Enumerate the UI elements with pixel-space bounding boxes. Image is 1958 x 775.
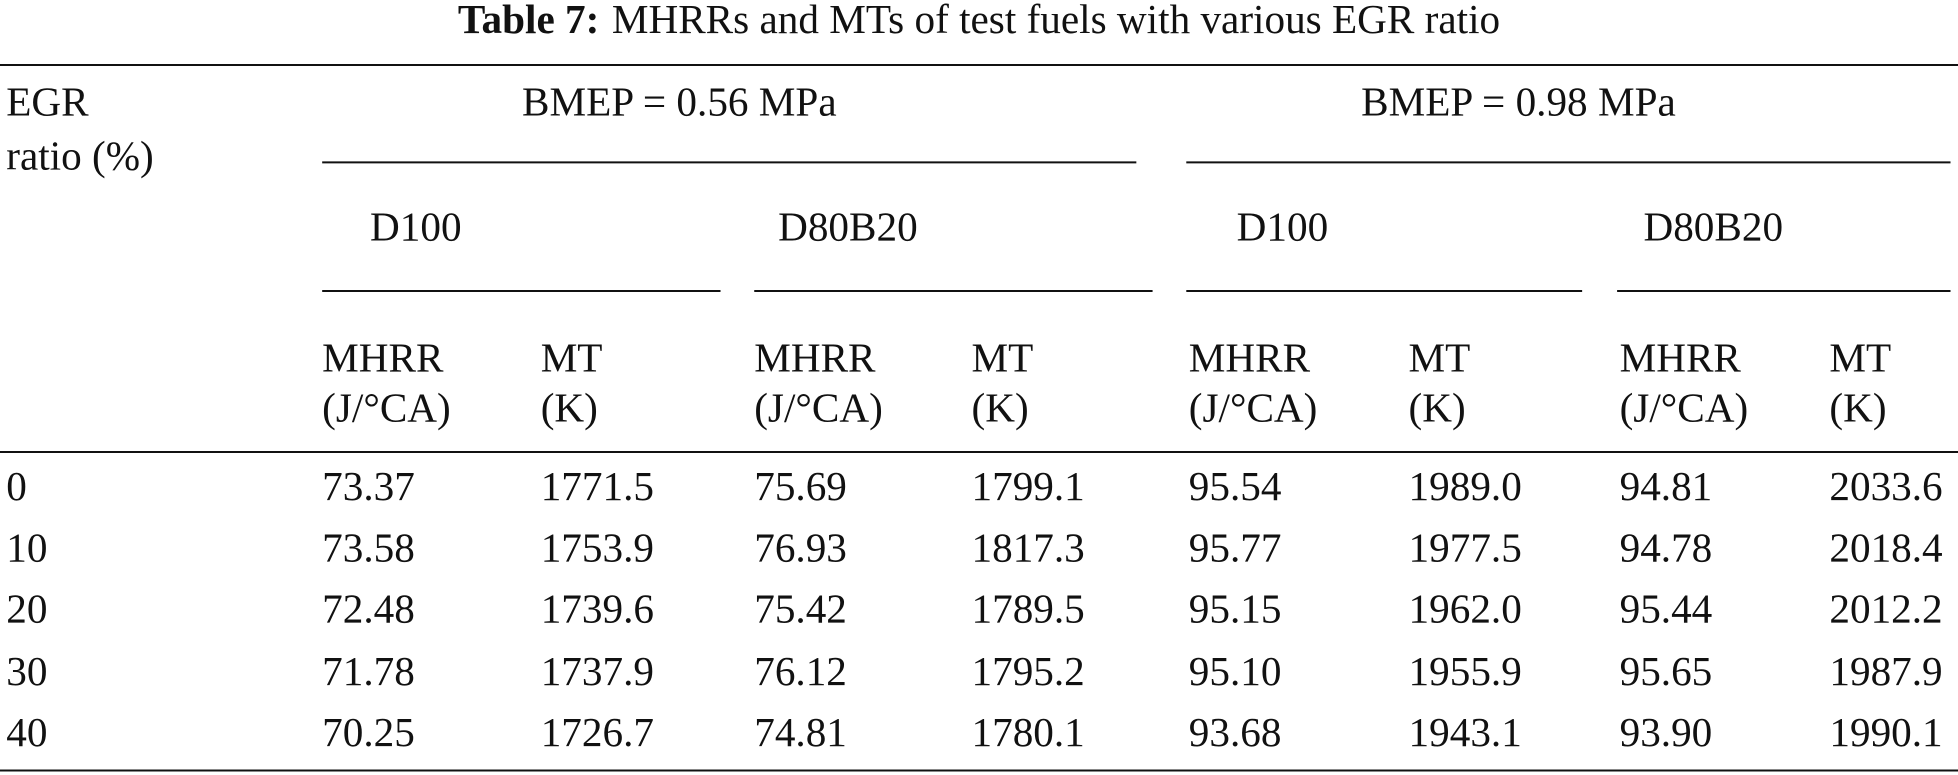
cell: 95.54 (1189, 463, 1282, 509)
cell: 1817.3 (972, 524, 1085, 570)
column-header: MHRR (754, 335, 876, 381)
cell: 71.78 (322, 648, 415, 694)
cell: 73.37 (322, 463, 415, 509)
cell: 1962.0 (1409, 586, 1522, 632)
cell: 94.78 (1620, 524, 1713, 570)
column-unit: (K) (541, 385, 598, 432)
corner-header: EGR (6, 79, 89, 125)
row-label: 20 (6, 586, 47, 632)
row-label: 30 (6, 648, 47, 694)
cell: 75.69 (754, 463, 847, 509)
column-header: MT (1829, 335, 1891, 381)
fuel-header: D80B20 (1643, 203, 1783, 249)
cell: 1795.2 (972, 648, 1085, 694)
cell: 95.15 (1189, 586, 1282, 632)
cell: 95.65 (1620, 648, 1713, 694)
column-header: MHRR (1620, 335, 1742, 381)
cell: 1753.9 (541, 524, 654, 570)
cell: 94.81 (1620, 463, 1713, 509)
caption-label: Table 7: (458, 0, 600, 42)
cell: 76.93 (754, 524, 847, 570)
column-unit: (J/°CA) (322, 385, 451, 432)
column-header: MT (541, 335, 603, 381)
row-label: 40 (6, 709, 47, 755)
cell: 93.90 (1620, 709, 1713, 755)
cell: 1977.5 (1409, 524, 1522, 570)
column-unit: (K) (1829, 385, 1886, 432)
cell: 95.77 (1189, 524, 1282, 570)
group-header: BMEP = 0.98 MPa (1361, 79, 1676, 125)
cell: 1726.7 (541, 709, 654, 755)
cell: 1955.9 (1409, 648, 1522, 694)
cell: 1780.1 (972, 709, 1085, 755)
cell: 1990.1 (1829, 709, 1942, 755)
cell: 1737.9 (541, 648, 654, 694)
caption-text: MHRRs and MTs of test fuels with various… (612, 0, 1500, 42)
cell: 2033.6 (1829, 463, 1942, 509)
group-header: BMEP = 0.56 MPa (522, 79, 837, 125)
cell: 1989.0 (1409, 463, 1522, 509)
row-label: 0 (6, 463, 27, 509)
cell: 95.44 (1620, 586, 1713, 632)
column-header: MHRR (1189, 335, 1311, 381)
cell: 76.12 (754, 648, 847, 694)
corner-header: ratio (%) (6, 132, 154, 179)
column-unit: (J/°CA) (1189, 385, 1318, 432)
cell: 1943.1 (1409, 709, 1522, 755)
column-unit: (J/°CA) (754, 385, 883, 432)
cell: 2018.4 (1829, 524, 1942, 570)
column-unit: (K) (1409, 385, 1466, 432)
cell: 2012.2 (1829, 586, 1942, 632)
cell: 1739.6 (541, 586, 654, 632)
column-header: MT (972, 335, 1034, 381)
cell: 75.42 (754, 586, 847, 632)
cell: 1789.5 (972, 586, 1085, 632)
cell: 95.10 (1189, 648, 1282, 694)
column-header: MT (1409, 335, 1471, 381)
fuel-header: D100 (370, 203, 462, 249)
column-header: MHRR (322, 335, 444, 381)
cell: 1771.5 (541, 463, 654, 509)
cell: 1987.9 (1829, 648, 1942, 694)
cell: 1799.1 (972, 463, 1085, 509)
cell: 72.48 (322, 586, 415, 632)
cell: 73.58 (322, 524, 415, 570)
fuel-header: D80B20 (778, 203, 918, 249)
column-unit: (J/°CA) (1620, 385, 1749, 432)
cell: 93.68 (1189, 709, 1282, 755)
fuel-header: D100 (1237, 203, 1329, 249)
cell: 70.25 (322, 709, 415, 755)
cell: 74.81 (754, 709, 847, 755)
row-label: 10 (6, 524, 47, 570)
column-unit: (K) (972, 385, 1029, 432)
caption: Table 7: MHRRs and MTs of test fuels with… (458, 0, 1500, 42)
